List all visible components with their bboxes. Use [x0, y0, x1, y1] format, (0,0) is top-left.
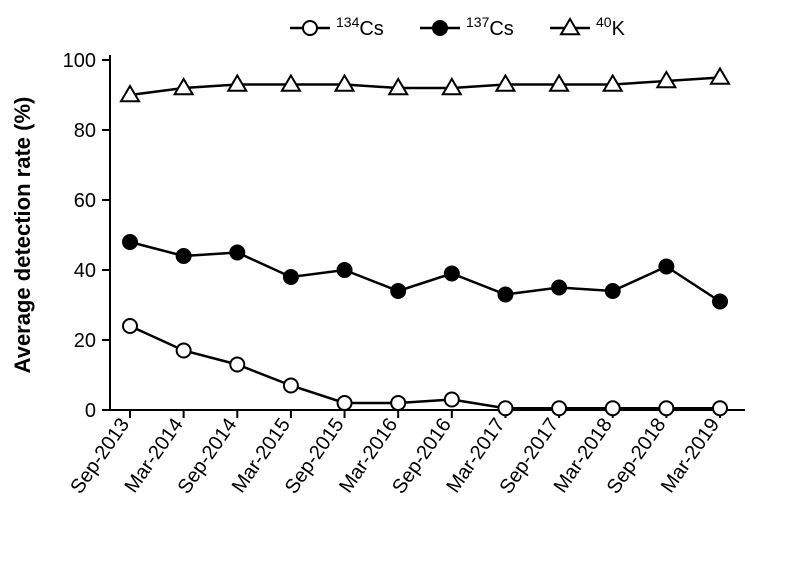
- marker-134Cs: [123, 319, 137, 333]
- y-tick-label: 0: [85, 400, 96, 422]
- y-tick-label: 60: [74, 190, 96, 212]
- marker-134Cs: [606, 401, 620, 415]
- y-tick-label: 40: [74, 260, 96, 282]
- marker-40K: [336, 76, 354, 91]
- marker-134Cs: [498, 401, 512, 415]
- marker-137Cs: [445, 267, 459, 281]
- y-tick-label: 100: [63, 50, 96, 72]
- marker-134Cs: [177, 344, 191, 358]
- y-tick-label: 80: [74, 120, 96, 142]
- marker-137Cs: [230, 246, 244, 260]
- series-line-134Cs: [130, 326, 720, 408]
- legend-marker-40K: [561, 19, 579, 34]
- marker-40K: [228, 76, 246, 91]
- detection-rate-chart: 020406080100Average detection rate (%)Se…: [0, 0, 796, 569]
- y-axis-label: Average detection rate (%): [10, 97, 35, 374]
- marker-137Cs: [338, 263, 352, 277]
- marker-134Cs: [230, 358, 244, 372]
- marker-137Cs: [123, 235, 137, 249]
- chart-svg: 020406080100Average detection rate (%)Se…: [0, 0, 796, 569]
- marker-134Cs: [391, 396, 405, 410]
- legend-label-40K: 40K: [596, 14, 626, 40]
- marker-137Cs: [606, 284, 620, 298]
- legend-label-137Cs: 137Cs: [466, 14, 514, 40]
- marker-40K: [711, 69, 729, 84]
- marker-137Cs: [659, 260, 673, 274]
- legend-marker-137Cs: [433, 21, 447, 35]
- legend-marker-134Cs: [303, 21, 317, 35]
- marker-137Cs: [284, 270, 298, 284]
- marker-137Cs: [713, 295, 727, 309]
- marker-40K: [550, 76, 568, 91]
- series-line-137Cs: [130, 242, 720, 302]
- marker-137Cs: [391, 284, 405, 298]
- legend-label-134Cs: 134Cs: [336, 14, 384, 40]
- marker-137Cs: [177, 249, 191, 263]
- y-tick-label: 20: [74, 330, 96, 352]
- marker-134Cs: [445, 393, 459, 407]
- marker-40K: [496, 76, 514, 91]
- marker-134Cs: [659, 401, 673, 415]
- marker-137Cs: [552, 281, 566, 295]
- marker-134Cs: [338, 396, 352, 410]
- marker-134Cs: [552, 401, 566, 415]
- marker-40K: [282, 76, 300, 91]
- marker-137Cs: [498, 288, 512, 302]
- series-line-40K: [130, 78, 720, 96]
- marker-134Cs: [284, 379, 298, 393]
- marker-134Cs: [713, 401, 727, 415]
